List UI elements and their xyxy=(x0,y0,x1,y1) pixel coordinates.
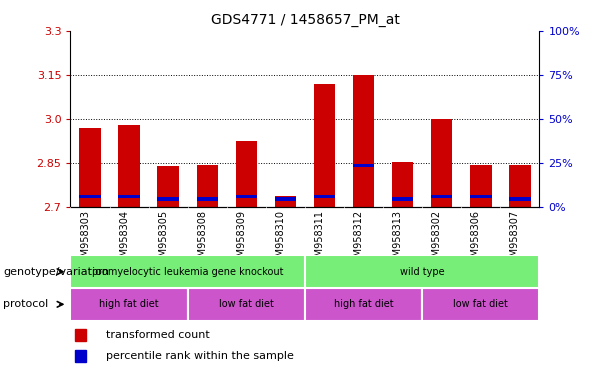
Bar xyxy=(79,128,101,207)
Text: GSM958302: GSM958302 xyxy=(432,210,442,269)
Text: low fat diet: low fat diet xyxy=(219,299,274,310)
Bar xyxy=(431,195,452,198)
Bar xyxy=(75,329,86,341)
Bar xyxy=(197,197,218,201)
Title: GDS4771 / 1458657_PM_at: GDS4771 / 1458657_PM_at xyxy=(210,13,400,27)
Bar xyxy=(353,76,375,207)
Bar xyxy=(275,195,296,207)
Text: GSM958311: GSM958311 xyxy=(314,210,324,269)
Bar xyxy=(235,141,257,207)
Bar xyxy=(392,197,413,201)
Text: GSM958312: GSM958312 xyxy=(354,210,364,269)
Bar xyxy=(197,165,218,207)
Text: percentile rank within the sample: percentile rank within the sample xyxy=(105,351,294,361)
Text: high fat diet: high fat diet xyxy=(333,299,394,310)
Text: promyelocytic leukemia gene knockout: promyelocytic leukemia gene knockout xyxy=(92,266,283,277)
Bar xyxy=(353,164,375,167)
Text: low fat diet: low fat diet xyxy=(454,299,508,310)
Bar xyxy=(118,195,140,198)
Bar xyxy=(158,166,179,207)
Bar xyxy=(158,197,179,201)
Text: high fat diet: high fat diet xyxy=(99,299,159,310)
Bar xyxy=(470,195,492,198)
Text: GSM958307: GSM958307 xyxy=(510,210,520,269)
Text: GSM958313: GSM958313 xyxy=(393,210,403,269)
Text: GSM958305: GSM958305 xyxy=(158,210,168,269)
Text: genotype/variation: genotype/variation xyxy=(3,266,109,277)
Text: protocol: protocol xyxy=(3,299,48,310)
Text: GSM958308: GSM958308 xyxy=(197,210,207,269)
Bar xyxy=(509,165,531,207)
Text: GSM958304: GSM958304 xyxy=(119,210,129,269)
Bar xyxy=(70,288,188,321)
Bar xyxy=(422,288,539,321)
Bar xyxy=(118,125,140,207)
Bar xyxy=(275,197,296,201)
Bar xyxy=(305,255,539,288)
Bar xyxy=(188,288,305,321)
Bar xyxy=(314,84,335,207)
Text: GSM958310: GSM958310 xyxy=(275,210,286,269)
Bar xyxy=(314,195,335,198)
Text: wild type: wild type xyxy=(400,266,444,277)
Bar xyxy=(509,197,531,201)
Bar xyxy=(235,195,257,198)
Bar xyxy=(305,288,422,321)
Text: GSM958306: GSM958306 xyxy=(471,210,481,269)
Bar xyxy=(470,165,492,207)
Text: GSM958303: GSM958303 xyxy=(80,210,90,269)
Bar xyxy=(79,195,101,198)
Text: GSM958309: GSM958309 xyxy=(237,210,246,269)
Bar xyxy=(75,350,86,362)
Bar xyxy=(431,119,452,207)
Text: transformed count: transformed count xyxy=(105,329,210,339)
Bar xyxy=(392,162,413,207)
Bar xyxy=(70,255,305,288)
